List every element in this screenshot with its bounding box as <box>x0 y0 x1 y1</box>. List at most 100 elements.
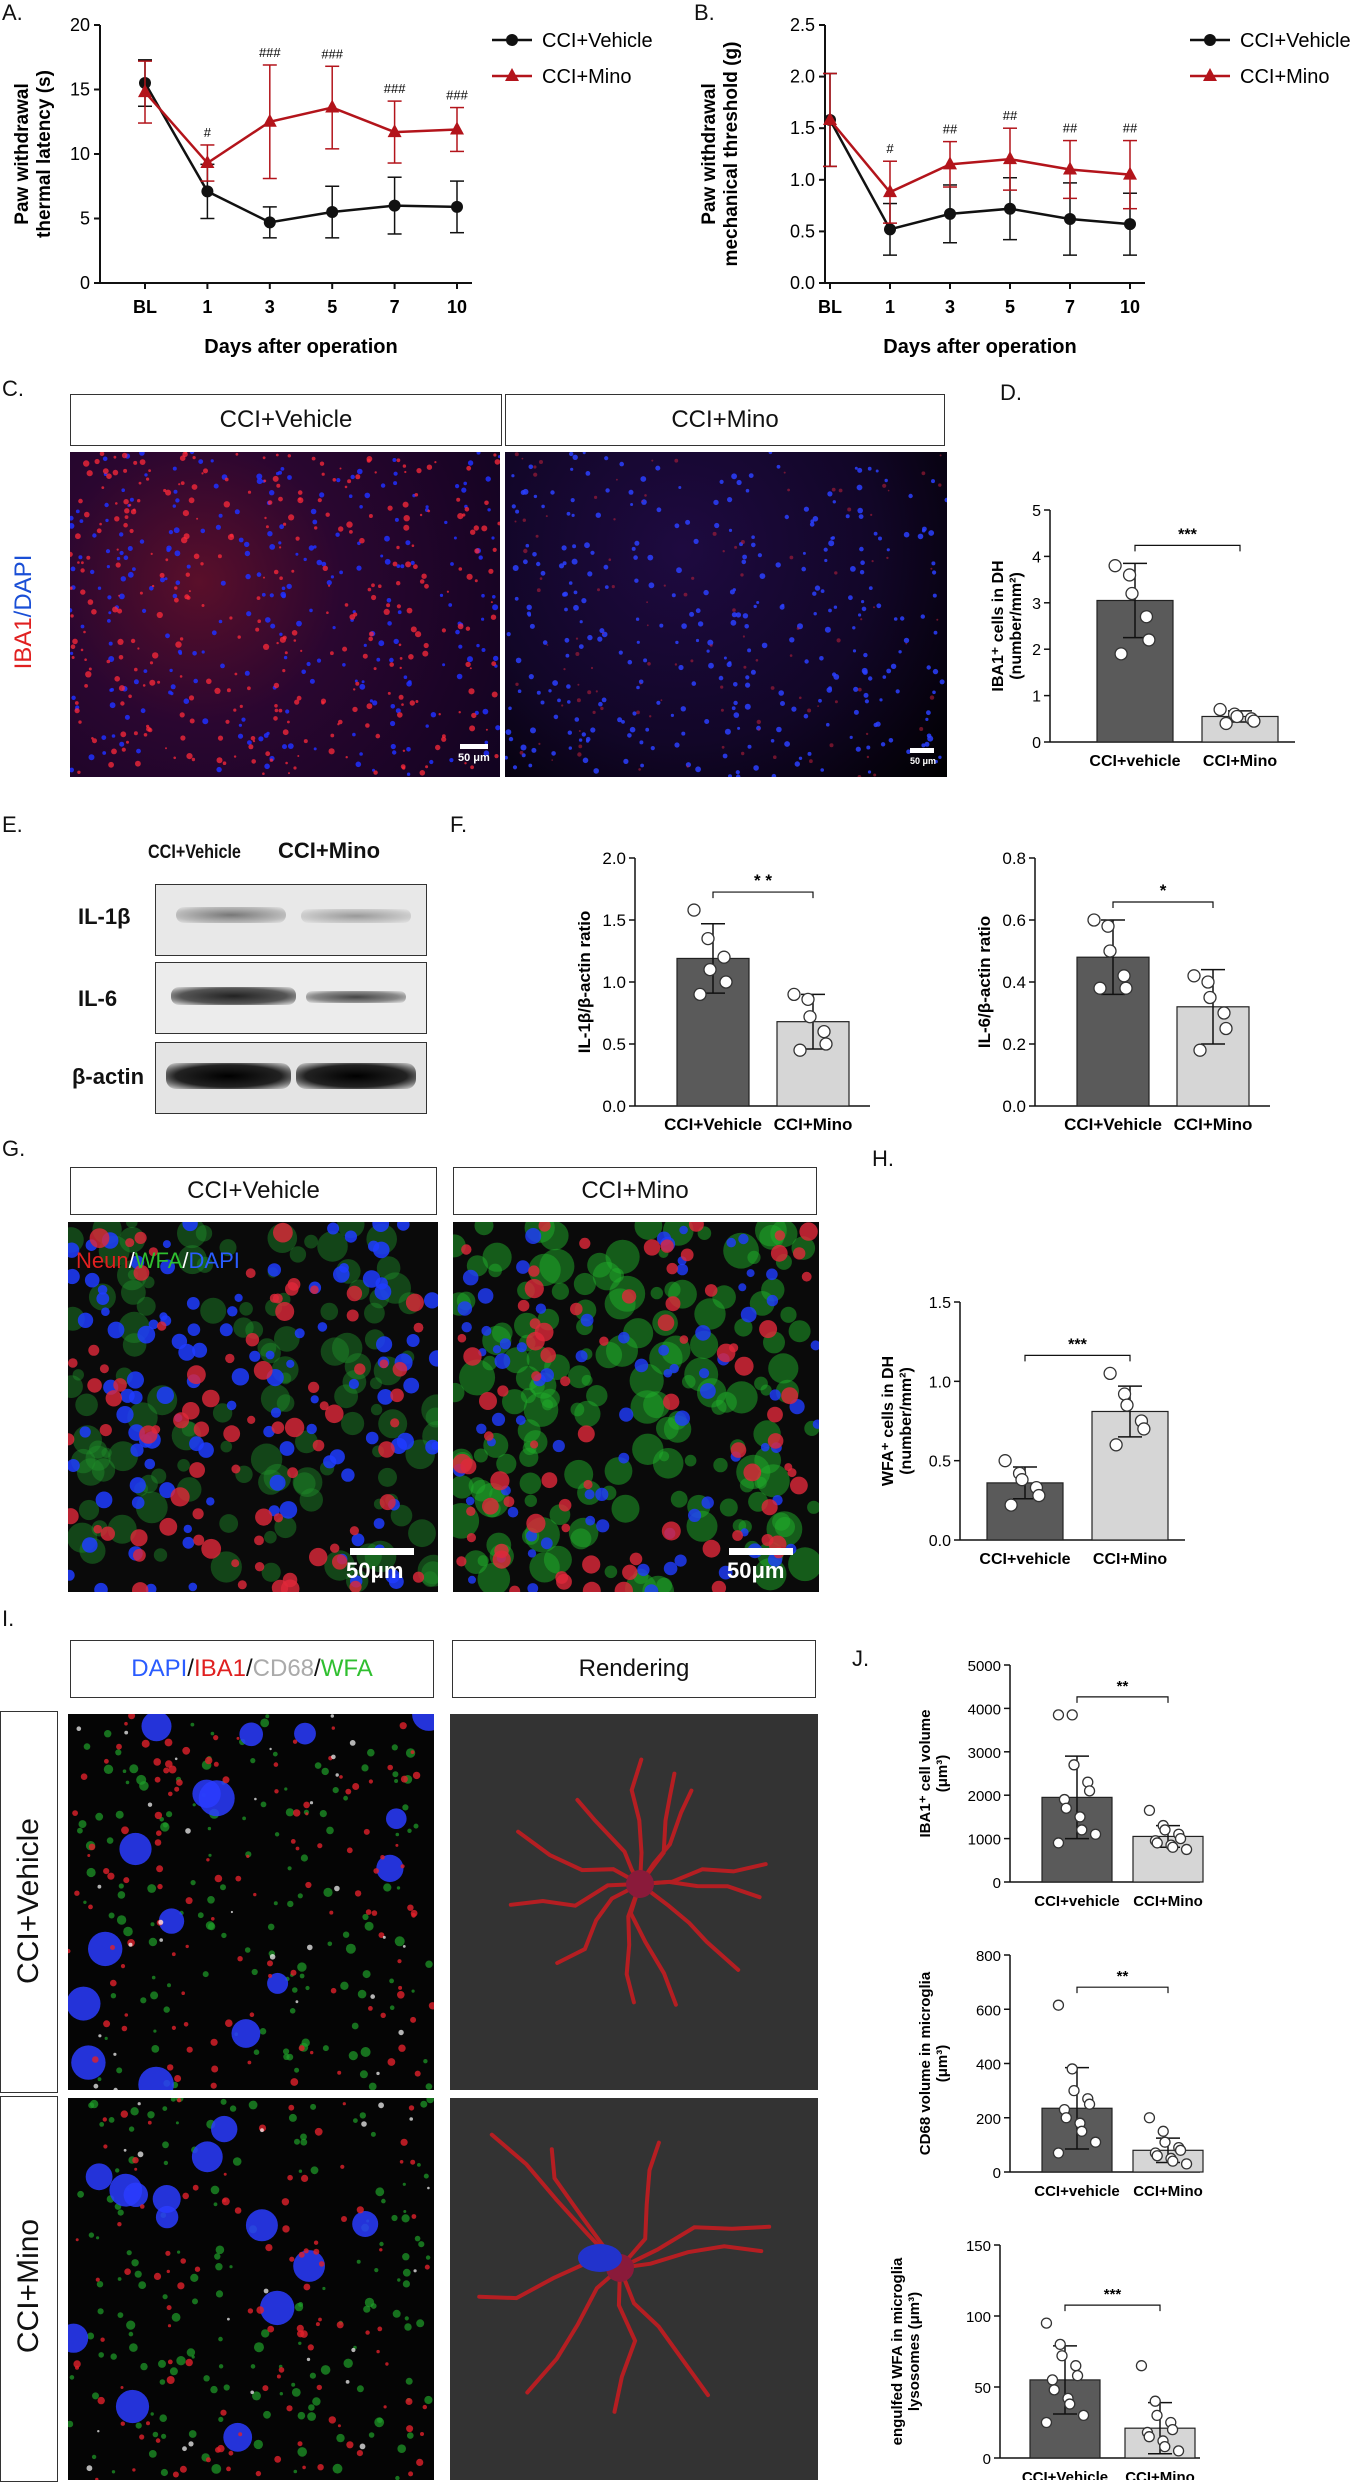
cell <box>88 667 92 671</box>
cell <box>138 481 142 485</box>
cell <box>264 1530 277 1544</box>
cell <box>328 748 335 755</box>
cell <box>91 2454 97 2460</box>
cell <box>120 701 125 706</box>
cell <box>318 2317 322 2322</box>
cell <box>703 589 709 596</box>
cell <box>281 2198 290 2206</box>
cell <box>407 1828 412 1833</box>
data-point <box>1123 166 1137 180</box>
cell <box>340 2164 345 2169</box>
cell <box>398 2044 406 2052</box>
cell <box>882 675 887 679</box>
cell <box>740 573 744 577</box>
cell <box>321 701 325 705</box>
cell <box>213 483 219 489</box>
cell <box>336 478 341 483</box>
cell <box>107 1321 125 1339</box>
microglia-process <box>629 1757 644 1886</box>
cell <box>321 1767 329 1776</box>
cell <box>761 1534 774 1546</box>
cell <box>87 2332 95 2340</box>
cell <box>349 614 356 620</box>
microglia-soma <box>626 1870 654 1898</box>
cell <box>737 726 741 730</box>
cell <box>384 558 391 565</box>
cell <box>119 1832 152 1866</box>
panel-label-h: H. <box>872 1146 894 1171</box>
microglia-process <box>618 2140 661 2270</box>
panel-g-stain-label: Neun/WFA/DAPI <box>76 1248 240 1274</box>
cell <box>485 476 491 482</box>
cell <box>723 656 727 660</box>
cell <box>368 636 374 642</box>
cell <box>411 2214 417 2219</box>
cell <box>117 2209 124 2216</box>
cell <box>359 752 363 756</box>
cell <box>373 1518 385 1529</box>
cell <box>886 556 889 560</box>
y-tick-label: 0.0 <box>790 273 815 293</box>
cell <box>99 452 105 456</box>
cell <box>159 1517 178 1536</box>
cell <box>809 522 815 527</box>
cell <box>402 501 409 508</box>
cell <box>788 1547 819 1582</box>
legend-marker <box>1204 34 1216 46</box>
cell <box>617 717 623 723</box>
cell <box>297 2330 305 2338</box>
cell <box>238 723 242 727</box>
cell <box>182 1402 200 1420</box>
series-line <box>144 91 458 165</box>
cell <box>117 638 124 645</box>
cell <box>424 1292 438 1309</box>
panel-label-j: J. <box>852 1646 870 1671</box>
cell <box>121 747 126 752</box>
cell <box>309 1547 328 1567</box>
cell <box>74 701 79 705</box>
cell <box>352 732 356 737</box>
cell <box>244 541 250 548</box>
cell <box>123 468 128 473</box>
cell <box>84 1272 100 1288</box>
data-point <box>1151 2150 1163 2162</box>
y-axis-label: mechanical threshold (g) <box>721 42 742 267</box>
cell <box>317 1843 323 1849</box>
cell <box>221 1932 227 1939</box>
cell <box>148 1319 159 1330</box>
cell <box>247 2308 254 2314</box>
cell <box>663 1561 678 1576</box>
cell <box>123 2148 127 2152</box>
y-tick-label: 1.5 <box>602 911 626 930</box>
cell <box>157 1883 163 1890</box>
cell <box>490 601 493 604</box>
cell <box>70 566 76 572</box>
cell <box>858 514 864 519</box>
cell <box>116 1406 134 1424</box>
cell <box>403 675 408 679</box>
panel-label-a: A. <box>2 0 23 25</box>
cell <box>903 637 910 644</box>
cell <box>426 464 433 470</box>
cell <box>287 1900 294 1908</box>
cell <box>389 1978 394 1984</box>
cell <box>926 710 931 716</box>
cell <box>393 481 398 486</box>
cell <box>678 664 684 671</box>
y-tick-label: 100 <box>966 2309 991 2326</box>
data-point <box>1151 2409 1163 2422</box>
cell <box>412 1714 434 1731</box>
cell <box>522 518 526 522</box>
cell <box>817 705 819 707</box>
cell <box>529 623 535 629</box>
cell <box>259 2028 267 2035</box>
cell <box>267 1972 289 1994</box>
cell <box>103 2144 108 2149</box>
cell <box>780 701 785 706</box>
cell <box>425 505 429 509</box>
cell <box>564 607 568 612</box>
cell <box>158 2359 166 2368</box>
cell <box>253 1361 273 1380</box>
cell <box>832 500 836 504</box>
cell <box>602 632 604 635</box>
